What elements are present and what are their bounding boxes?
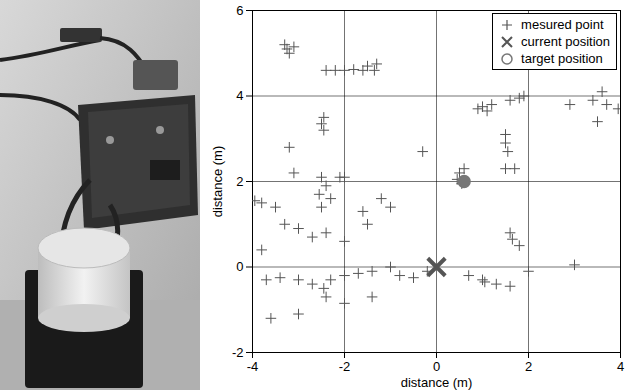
svg-text:4: 4 [617, 359, 624, 374]
html-text:target position: target position [521, 51, 603, 66]
svg-text:4: 4 [236, 88, 243, 103]
svg-text:distance (m): distance (m) [210, 146, 225, 218]
svg-text:distance (m): distance (m) [401, 375, 473, 390]
svg-text:-2: -2 [232, 345, 244, 360]
html-text:mesured point: mesured point [521, 17, 604, 32]
svg-text:6: 6 [236, 3, 243, 18]
svg-text:2: 2 [236, 174, 243, 189]
html-text:current position: current position [521, 34, 610, 49]
svg-text:2: 2 [525, 359, 532, 374]
svg-text:0: 0 [433, 359, 440, 374]
svg-text:-4: -4 [247, 359, 259, 374]
svg-text:0: 0 [236, 259, 243, 274]
svg-text:-2: -2 [339, 359, 351, 374]
